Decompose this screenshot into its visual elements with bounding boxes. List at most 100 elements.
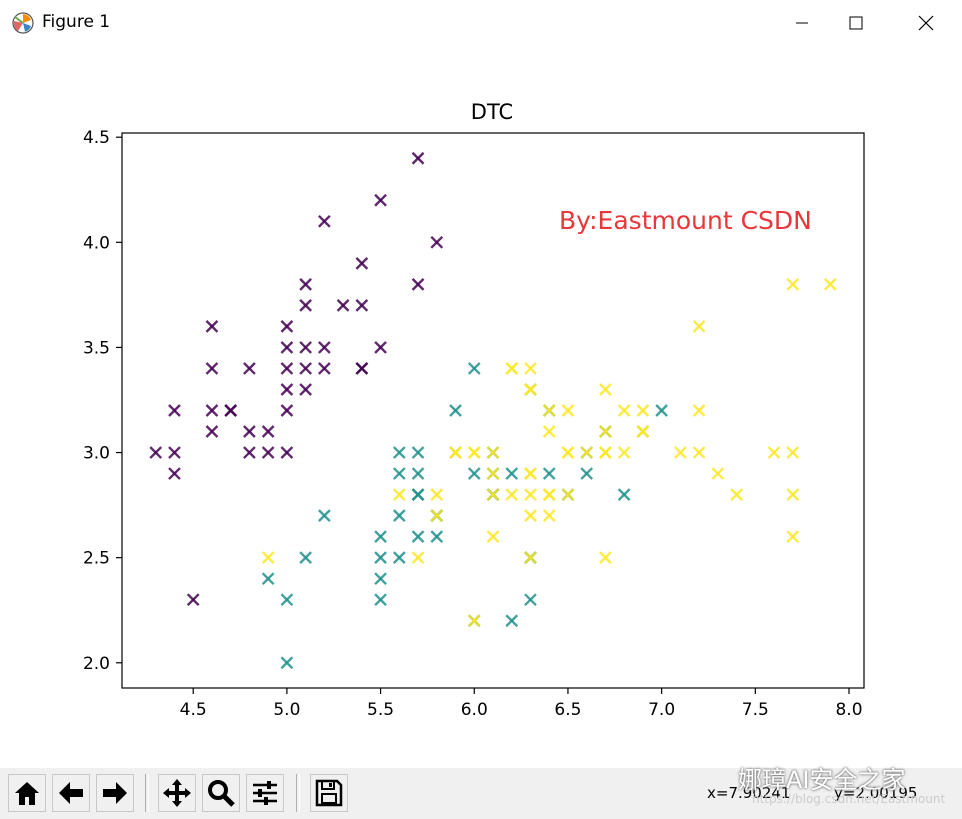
window-titlebar: Figure 1: [0, 0, 962, 46]
toolbar-separator: [145, 774, 149, 812]
save-button[interactable]: [310, 774, 348, 812]
data-point: [449, 404, 462, 417]
data-point: [411, 151, 425, 165]
data-point: [392, 509, 406, 522]
data-point: [318, 362, 331, 375]
close-button[interactable]: [894, 0, 958, 46]
data-point: [336, 299, 350, 312]
y-tick-label: 3.5: [83, 338, 110, 358]
data-point: [430, 235, 444, 249]
data-point: [524, 593, 537, 607]
data-point: [299, 383, 312, 396]
x-tick-label: 4.5: [180, 700, 207, 720]
x-tick-label: 5.5: [367, 700, 394, 720]
home-button[interactable]: [8, 774, 46, 812]
data-point: [599, 383, 612, 396]
pan-icon: [163, 779, 191, 807]
configure-subplots-button[interactable]: [246, 774, 284, 812]
data-point: [280, 593, 294, 607]
x-tick-label: 7.5: [742, 700, 769, 720]
data-point: [299, 299, 312, 312]
data-point: [449, 446, 462, 459]
configure-icon: [253, 781, 277, 805]
data-point: [280, 383, 294, 396]
data-point: [505, 614, 519, 628]
data-point: [561, 446, 575, 459]
data-point: [411, 278, 425, 291]
data-point: [205, 362, 219, 375]
data-point: [505, 488, 519, 501]
data-point: [205, 320, 219, 333]
data-point: [524, 488, 537, 501]
data-point: [674, 446, 687, 459]
data-point: [243, 362, 256, 375]
data-point: [299, 362, 312, 375]
back-icon: [59, 782, 83, 804]
maximize-button[interactable]: [824, 0, 888, 46]
matplotlib-logo-icon: [12, 12, 34, 34]
cursor-x-readout: x=7.90241: [707, 784, 791, 802]
data-point: [692, 446, 706, 459]
pan-button[interactable]: [158, 774, 196, 812]
data-point: [430, 530, 444, 543]
data-point: [411, 488, 425, 501]
x-tick-label: 6.5: [554, 700, 581, 720]
data-point: [299, 551, 312, 565]
back-button[interactable]: [52, 774, 90, 812]
chart-title: DTC: [471, 100, 513, 124]
data-point: [692, 320, 706, 333]
toolbar-separator: [296, 774, 300, 812]
data-point: [524, 467, 537, 480]
data-point: [280, 320, 294, 333]
data-point: [149, 446, 163, 459]
data-point: [599, 446, 612, 459]
y-tick-label: 2.5: [83, 549, 110, 569]
data-point: [430, 509, 444, 522]
data-point: [299, 278, 312, 291]
data-point: [505, 362, 519, 375]
data-point: [168, 446, 181, 459]
data-point: [467, 614, 481, 628]
y-tick-label: 3.0: [83, 444, 110, 464]
zoom-button[interactable]: [202, 774, 240, 812]
data-point: [374, 593, 387, 607]
data-point: [580, 446, 594, 459]
data-point: [467, 446, 481, 459]
data-point: [243, 425, 256, 438]
figure-canvas[interactable]: DTC 4.5 5.0 5.5 6.0 6.5 7.0 7.5 8.0 2.0 2.5 3.0 3.…: [0, 46, 962, 768]
x-tick-label: 6.0: [461, 700, 488, 720]
x-tick-label: 5.0: [273, 700, 300, 720]
data-point: [730, 488, 743, 501]
data-point: [374, 572, 387, 586]
data-point: [486, 446, 500, 459]
data-point: [524, 509, 537, 522]
x-tick-label: 7.0: [648, 700, 675, 720]
data-point: [374, 551, 387, 565]
forward-button[interactable]: [96, 774, 134, 812]
data-point: [280, 362, 294, 375]
data-point: [280, 446, 294, 459]
data-point: [318, 214, 331, 228]
data-point: [467, 362, 481, 375]
data-point: [261, 572, 275, 586]
data-point: [280, 341, 294, 354]
data-point: [636, 425, 650, 438]
data-point: [655, 404, 668, 417]
data-point: [467, 467, 481, 480]
data-point: [186, 593, 200, 607]
data-point: [711, 467, 725, 480]
data-point: [280, 404, 294, 417]
data-point: [486, 488, 500, 501]
data-point: [524, 362, 537, 375]
data-point: [430, 488, 444, 501]
zoom-icon: [208, 780, 235, 807]
data-point: [411, 551, 425, 565]
data-point: [374, 193, 387, 207]
minimize-button[interactable]: [770, 0, 834, 46]
watermark-text: 娜璋AI安全之家: [738, 766, 906, 794]
data-point: [786, 530, 800, 543]
save-icon: [315, 779, 343, 807]
data-point: [542, 488, 556, 501]
plot-frame: [121, 132, 865, 689]
data-point: [786, 446, 800, 459]
